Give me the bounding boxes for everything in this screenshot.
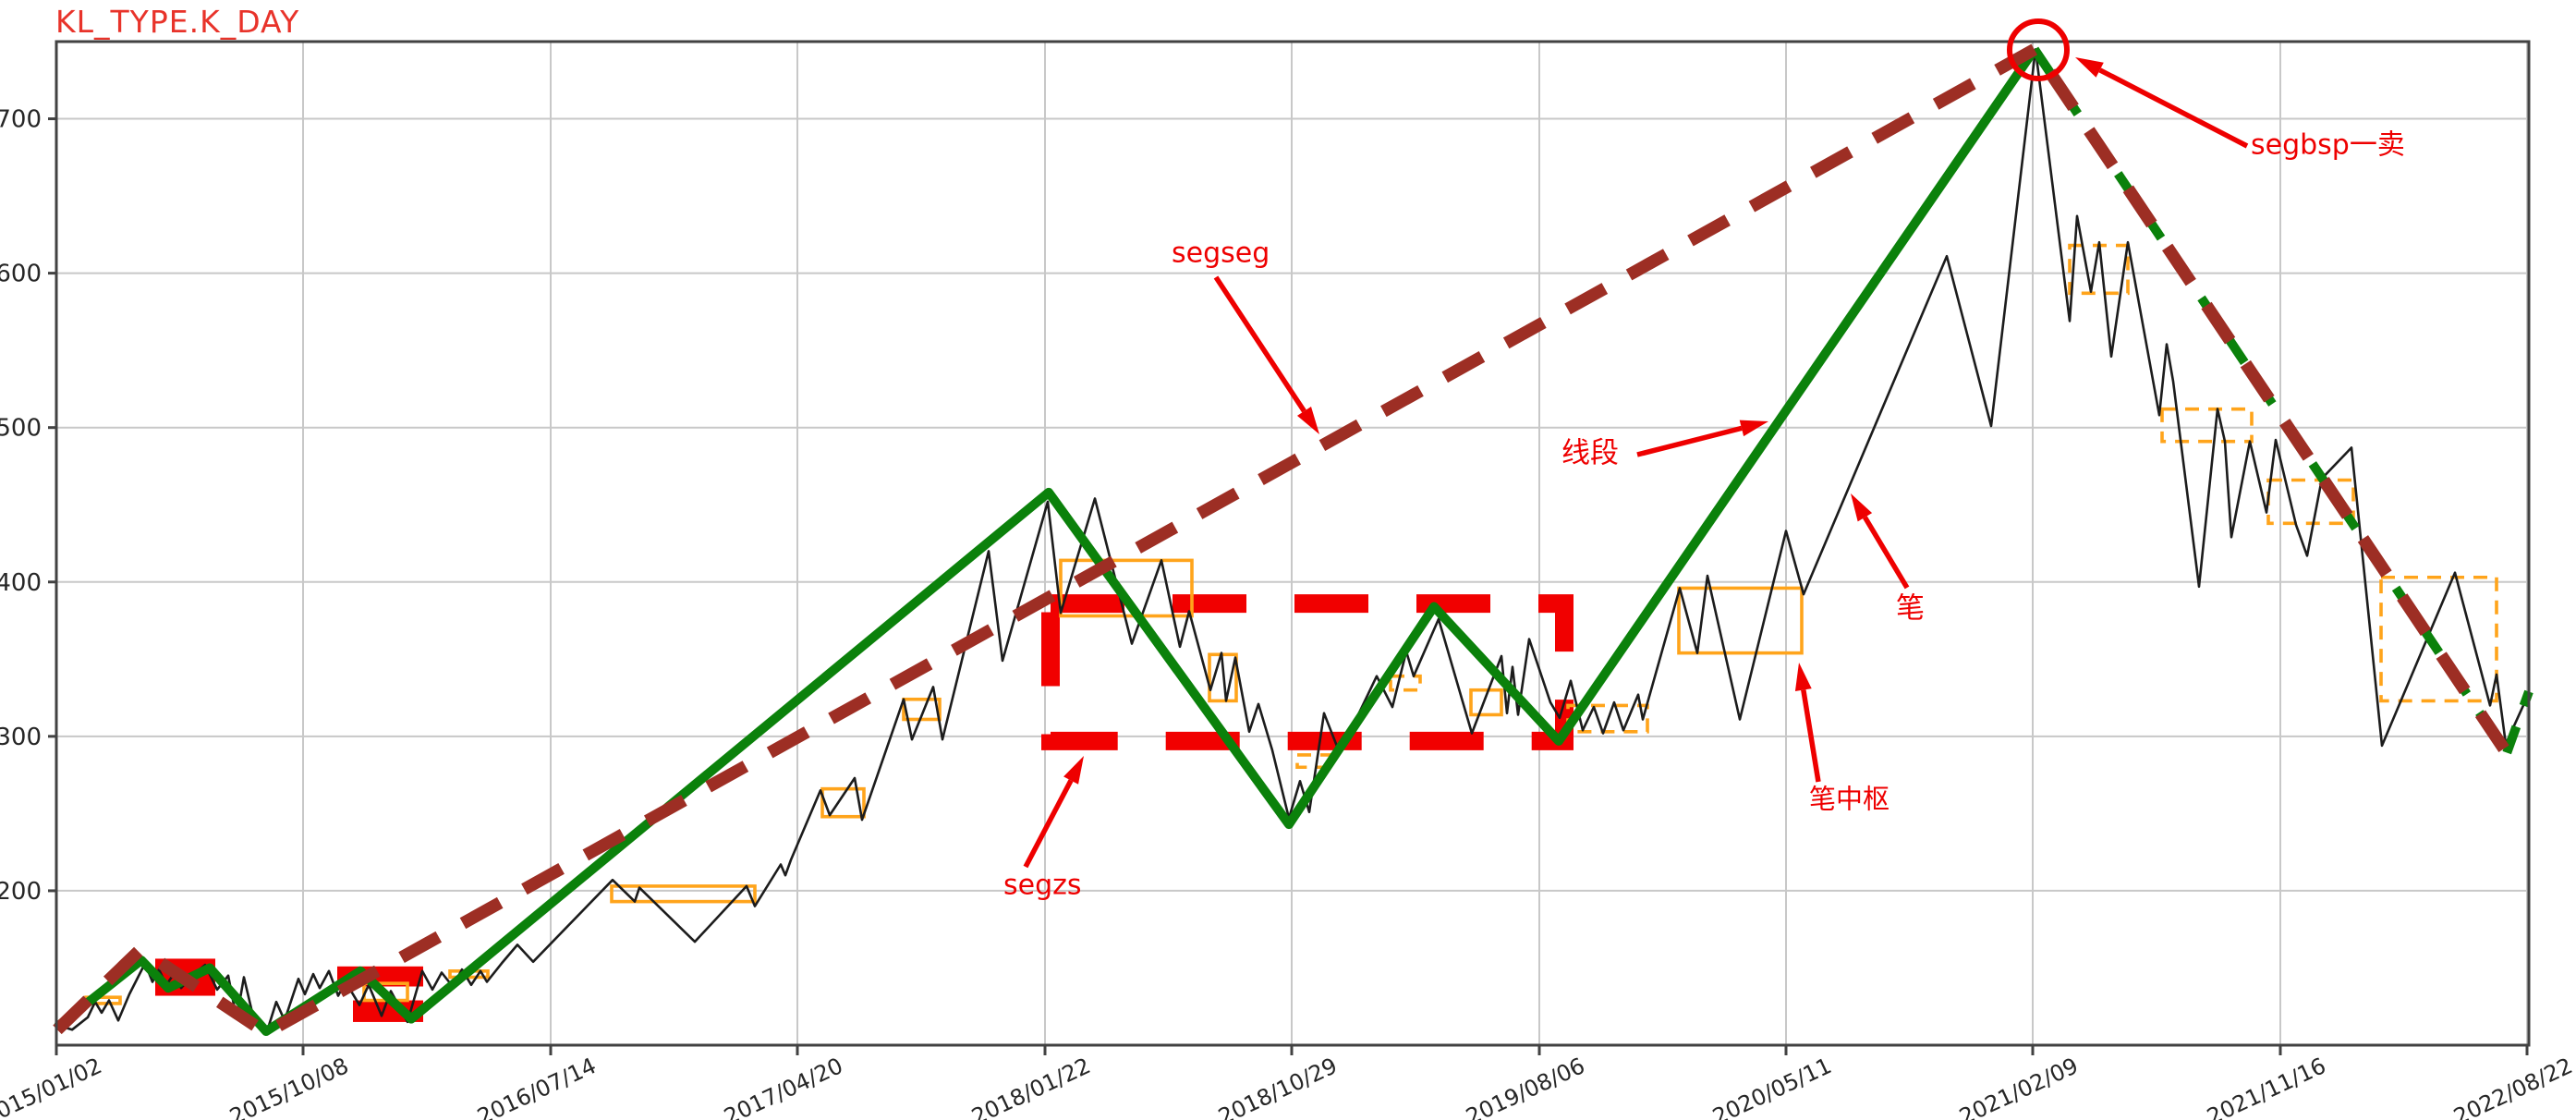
bi-zhongshu-box <box>1389 674 1422 692</box>
x-tick-label: 2021/11/16 <box>2203 1053 2329 1120</box>
bi-zhongshu-box <box>610 884 757 904</box>
y-tick-label: 600 <box>0 261 42 288</box>
segbsp-sell-circle <box>2007 18 2070 81</box>
annotation-segseg-label: segseg <box>1172 237 1319 434</box>
segbsp-label: segbsp一卖 <box>2251 129 2405 162</box>
x-tick-label: 2019/08/06 <box>1462 1053 1588 1120</box>
y-tick-label: 400 <box>0 569 42 597</box>
annotation-arrow-line <box>1213 275 1306 413</box>
x-tick-label: 2021/02/09 <box>1955 1053 2082 1120</box>
x-tick-label: 2017/04/20 <box>720 1053 846 1120</box>
annotation-arrow-head <box>1296 406 1319 434</box>
annotation-arrow-line <box>1636 425 1743 457</box>
annotation-arrow-head <box>1739 420 1768 437</box>
bi-zhongshu-box <box>1208 652 1238 703</box>
annotation-arrow-head <box>1794 663 1812 692</box>
bi-label: 笔 <box>1896 591 1925 625</box>
y-tick-label: 700 <box>0 106 42 134</box>
series-bi <box>56 48 2531 1036</box>
annotation-arrow-line <box>1863 516 1910 590</box>
annotation-arrow-line <box>1801 689 1821 783</box>
y-tick-label: 300 <box>0 724 42 751</box>
x-tick-label: 2022/08/22 <box>2449 1053 2576 1120</box>
annotation-bi-label: 笔 <box>1851 493 1925 625</box>
x-tick-label: 2015/10/08 <box>225 1053 352 1120</box>
series-seg <box>54 46 2039 1036</box>
annotation-arrow-head <box>2075 57 2104 78</box>
x-tick-label: 2016/07/14 <box>473 1053 600 1120</box>
bi-zhongshu-box <box>1059 558 1194 618</box>
annotation-arrow-line <box>1023 779 1074 869</box>
bi-zhongshu-box <box>1566 703 1649 734</box>
x-tick-label: 2020/05/11 <box>1708 1053 1835 1120</box>
annotation-segbsp-label: segbsp一卖 <box>2075 57 2405 162</box>
annotation-segzs-label: segzs <box>1003 756 1084 902</box>
y-tick-label: 500 <box>0 415 42 443</box>
bizhongshu-label: 笔中枢 <box>1809 784 1889 815</box>
x-tick-labels: 2015/01/02 2015/10/08 2016/07/14 2017/04/20… <box>0 1053 2576 1120</box>
annotation-xianduan-label: 线段 <box>1561 420 1768 469</box>
annotation-bizhongshu-label: 笔中枢 <box>1794 663 1889 815</box>
annotation-arrow-head <box>1851 493 1873 522</box>
x-tick-label: 2018/01/22 <box>967 1053 1094 1120</box>
bi-zhongshu-box <box>820 786 866 819</box>
series-segseg <box>53 43 2509 1040</box>
bi-zhongshu-box <box>2068 243 2130 296</box>
segseg-label: segseg <box>1172 237 1270 270</box>
x-tick-label: 2015/01/02 <box>0 1053 106 1120</box>
y-tick-labels: 200 300 400 500 600 700 <box>0 106 42 906</box>
annotation-arrow-line <box>2098 67 2249 149</box>
bi-zhongshu-box <box>1677 586 1804 655</box>
seg-zhongshu-box-dashed <box>1041 594 1574 750</box>
bi-zhongshu-boxes <box>84 243 2498 1005</box>
bi-zhongshu-box <box>902 697 942 722</box>
tick-marks <box>48 117 2529 1055</box>
bi-zhongshu-box <box>2379 575 2498 703</box>
x-tick-label: 2018/10/29 <box>1214 1053 1341 1120</box>
bi-zhongshu-box <box>2160 407 2254 444</box>
bi-zhongshu-box <box>1469 688 1503 717</box>
xianduan-label: 线段 <box>1561 436 1619 469</box>
y-tick-label: 200 <box>0 878 42 906</box>
chart-title: KL_TYPE.K_DAY <box>55 4 300 40</box>
segzs-label: segzs <box>1003 870 1082 902</box>
annotation-arrow-head <box>1063 756 1084 785</box>
gridlines <box>55 42 2529 1045</box>
